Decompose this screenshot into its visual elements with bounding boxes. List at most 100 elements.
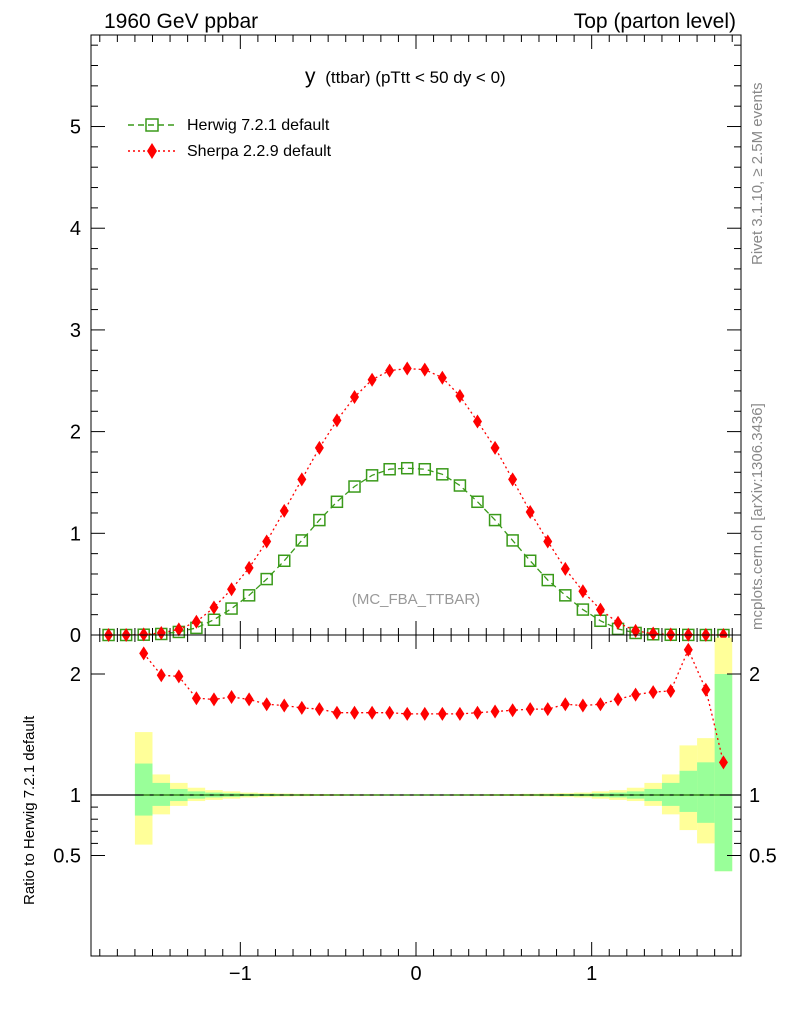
ratio-band-inner: [661, 782, 680, 806]
legend-entry-sherpa: Sherpa 2.2.9 default: [128, 143, 332, 160]
herwig-point: [576, 603, 590, 616]
sherpa-point: [490, 440, 500, 455]
ratio-band-inner: [714, 674, 733, 872]
ratio-sherpa-point: [385, 705, 395, 720]
legend-herwig-label: Herwig 7.2.1 default: [187, 117, 330, 134]
ratio-sherpa-point: [314, 702, 324, 717]
sherpa-point: [578, 584, 588, 599]
herwig-point: [242, 589, 256, 602]
herwig-point: [225, 602, 238, 615]
main-ytick-label: 4: [70, 218, 81, 240]
ratio-sherpa-point: [648, 685, 658, 700]
sherpa-point: [508, 472, 518, 487]
ratio-ytick-label: 2: [70, 664, 81, 686]
ratio-sherpa-point: [508, 703, 518, 718]
ratio-sherpa-point: [437, 706, 447, 721]
xtick-label: 1: [586, 963, 597, 985]
main-ytick-label: 2: [70, 422, 81, 444]
herwig-point: [436, 468, 449, 481]
herwig-point: [418, 462, 432, 476]
legend-sherpa-label: Sherpa 2.2.9 default: [187, 143, 332, 160]
sherpa-point: [174, 622, 184, 637]
ratio-sherpa-point: [578, 698, 588, 713]
xtick-label: 0: [410, 963, 421, 985]
ratio-band-inner: [152, 782, 171, 806]
herwig-point: [471, 495, 484, 509]
ratio-sherpa-point: [490, 704, 500, 719]
ratio-band-inner: [697, 762, 715, 823]
sherpa-point: [139, 627, 149, 642]
legend: Herwig 7.2.1 default Sherpa 2.2.9 defaul…: [128, 117, 332, 160]
sherpa-point: [191, 614, 201, 629]
sherpa-point: [402, 361, 412, 376]
sherpa-point: [262, 534, 272, 549]
series-line-0: [108, 467, 724, 636]
sherpa-point: [455, 389, 465, 404]
ratio-sherpa-point: [472, 705, 482, 720]
ratio-sherpa-line: [143, 648, 725, 763]
herwig-point: [400, 461, 414, 475]
ratio-sherpa-point: [543, 702, 553, 717]
ratio-sherpa-point: [297, 700, 307, 715]
main-panel: 0 1 2 3 4 5: [70, 34, 742, 647]
ratio-ytick-label-right: 0.5: [749, 846, 777, 868]
herwig-point: [365, 469, 379, 482]
herwig-point: [453, 479, 467, 492]
legend-herwig-marker: [145, 118, 159, 132]
ratio-ytick-label-right: 2: [749, 664, 760, 686]
ratio-band-inner: [679, 770, 698, 812]
sherpa-point: [350, 390, 360, 405]
rivet-label: Rivet 3.1.10, ≥ 2.5M events: [749, 83, 766, 266]
ratio-sherpa-point: [262, 697, 272, 712]
herwig-point: [330, 495, 344, 509]
analysis-annotation: (MC_FBA_TTBAR): [352, 591, 480, 608]
chart-title-main: y: [305, 65, 316, 88]
ratio-sherpa-point: [701, 682, 711, 697]
herwig-point: [260, 572, 273, 586]
sherpa-point: [560, 561, 570, 576]
ratio-ytick-label: 1: [70, 785, 81, 807]
ratio-sherpa-point: [666, 683, 676, 698]
sherpa-point: [666, 627, 676, 642]
herwig-point: [383, 462, 396, 476]
sherpa-point: [279, 503, 289, 518]
ratio-sherpa-point: [244, 692, 254, 707]
legend-sherpa-marker: [147, 143, 157, 159]
ratio-sherpa-point: [191, 691, 201, 706]
sherpa-point: [472, 414, 482, 429]
herwig-point: [541, 573, 555, 587]
ratio-sherpa-point: [595, 697, 605, 712]
herwig-point: [295, 534, 309, 547]
mcplots-label: mcplots.cern.ch [arXiv:1306.3436]: [749, 403, 766, 630]
ratio-ytick-label-right: 1: [749, 785, 760, 807]
ratio-sherpa-point: [209, 692, 219, 707]
sherpa-point: [420, 362, 430, 377]
sherpa-point: [385, 363, 395, 378]
header-left: 1960 GeV ppbar: [104, 10, 258, 33]
legend-entry-herwig: Herwig 7.2.1 default: [128, 117, 330, 134]
herwig-point: [506, 534, 519, 547]
ratio-sherpa-point: [227, 689, 237, 704]
ratio-sherpa-point: [332, 705, 342, 720]
ratio-sherpa-point: [139, 646, 149, 661]
ratio-sherpa-point: [420, 706, 430, 721]
ratio-sherpa-point: [455, 706, 465, 721]
main-ytick-label: 1: [70, 523, 81, 545]
ratio-sherpa-point: [683, 642, 693, 657]
ratio-sherpa-point: [560, 697, 570, 712]
main-ytick-label: 0: [70, 625, 81, 647]
ratio-ytick-label: 0.5: [53, 846, 81, 868]
herwig-point: [559, 589, 572, 602]
ratio-sherpa-point: [279, 698, 289, 713]
main-ytick-label: 3: [70, 320, 81, 342]
herwig-point: [207, 613, 221, 626]
sherpa-point: [227, 582, 237, 597]
sherpa-point: [297, 472, 307, 487]
ratio-sherpa-point: [174, 669, 184, 684]
ratio-sherpa-point: [613, 692, 623, 707]
sherpa-point: [525, 504, 535, 519]
sherpa-point: [648, 626, 658, 641]
main-ytick-label: 5: [70, 117, 81, 139]
ratio-sherpa-point: [350, 705, 360, 720]
